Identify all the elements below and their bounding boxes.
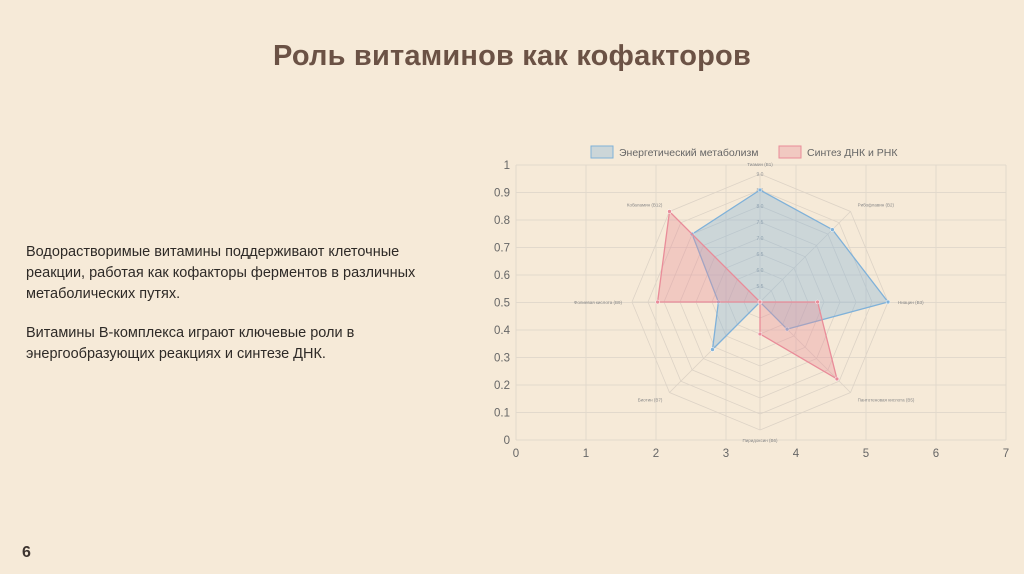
- x-tick-label: 3: [723, 448, 729, 460]
- radar-spoke: [759, 211, 851, 303]
- y-tick-label: 0.4: [494, 325, 511, 337]
- x-tick-label: 7: [1003, 448, 1009, 460]
- x-tick-label: 5: [863, 448, 869, 460]
- page-number: 6: [22, 544, 31, 561]
- radar-ring-label: 6.5: [757, 252, 764, 258]
- radar-ring-label: 8.0: [757, 204, 764, 210]
- radar-ring-label: 9.0: [757, 172, 764, 178]
- series-point: [784, 326, 790, 332]
- radar-axis-label: Биотин (B7): [638, 398, 663, 403]
- paragraph-1: Водорастворимые витамины поддерживают кл…: [26, 244, 416, 302]
- y-tick-label: 0.1: [494, 408, 510, 420]
- series-point: [655, 299, 660, 305]
- radar-axis-label: Фолиевая кислота (B9): [574, 300, 623, 305]
- series-point: [757, 331, 763, 337]
- legend-swatch: [590, 145, 614, 159]
- radar-axis-label: Тиамин (B1): [747, 162, 773, 167]
- y-tick-label: 0.5: [494, 298, 510, 310]
- radar-axis-label: Пантотеновая кислота (B5): [858, 398, 915, 403]
- radar-axis-label: Ниацин (B3): [898, 300, 924, 305]
- y-tick-label: 0: [504, 435, 510, 447]
- series-point: [757, 299, 763, 305]
- x-tick-label: 0: [513, 448, 519, 460]
- series-area: [656, 210, 838, 381]
- series-point: [757, 187, 763, 193]
- series-point: [710, 347, 715, 352]
- radar-axis-label: Рибофлавин (B2): [858, 202, 895, 207]
- y-tick-label: 0.6: [494, 270, 510, 282]
- x-tick-label: 1: [583, 448, 589, 460]
- series-point: [815, 299, 820, 305]
- x-tick-label: 6: [933, 448, 939, 460]
- legend-label: Энергетический метаболизм: [619, 147, 758, 159]
- series-point: [885, 299, 891, 305]
- radar-ring-label: 7.5: [757, 220, 764, 226]
- y-tick-label: 1: [504, 160, 510, 172]
- radar-ring-label: 5.5: [757, 284, 764, 290]
- y-tick-label: 0.9: [494, 188, 510, 200]
- legend-label: Синтез ДНК и РНК: [807, 147, 898, 159]
- legend-swatch: [778, 145, 802, 159]
- y-tick-label: 0.2: [494, 380, 510, 392]
- y-tick-label: 0.7: [494, 243, 510, 255]
- radar-ring-label: 7.0: [757, 236, 764, 242]
- x-tick-label: 4: [793, 448, 800, 460]
- radar-axis-label: Пиридоксин (B6): [743, 438, 778, 443]
- x-tick-label: 2: [653, 448, 659, 460]
- slide-title: Роль витаминов как кофакторов: [273, 40, 751, 72]
- series-point: [830, 227, 835, 232]
- radar-axis-label: Кобаламин (B12): [627, 202, 663, 207]
- radar-ring-label: 6.0: [757, 268, 764, 274]
- series-point: [834, 376, 840, 382]
- series-point: [667, 209, 672, 214]
- paragraph-2: Витамины B-комплекса играют ключевые рол…: [26, 325, 355, 362]
- y-tick-label: 0.8: [494, 215, 510, 227]
- y-tick-label: 0.3: [494, 353, 510, 365]
- body-text: Водорастворимые витамины поддерживают кл…: [26, 242, 446, 383]
